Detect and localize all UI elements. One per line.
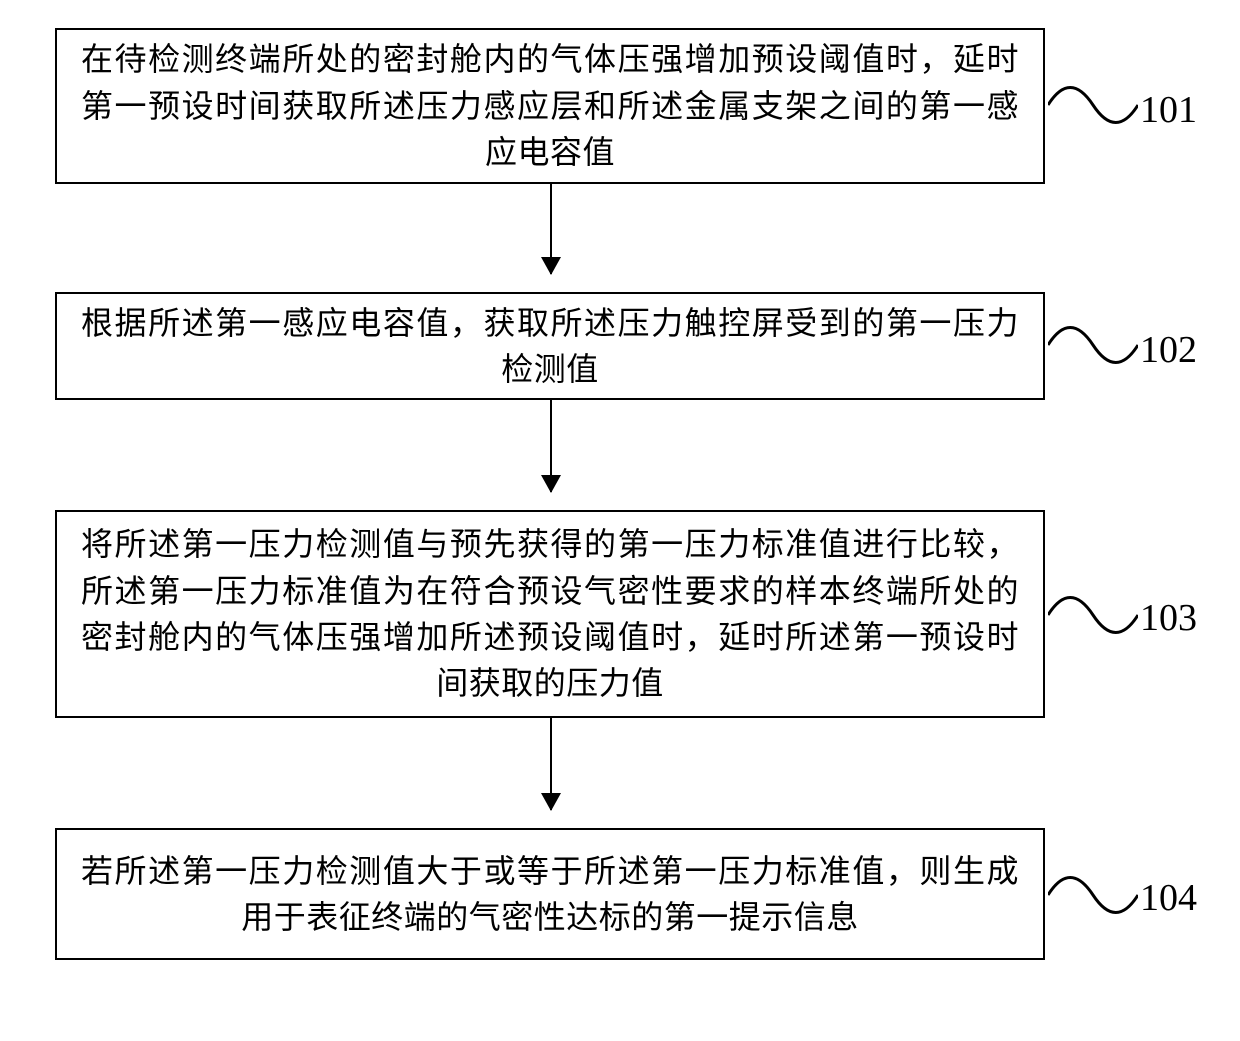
step-text-101: 在待检测终端所处的密封舱内的气体压强增加预设阈值时，延时第一预设时间获取所述压力… xyxy=(81,36,1019,175)
step-box-101: 在待检测终端所处的密封舱内的气体压强增加预设阈值时，延时第一预设时间获取所述压力… xyxy=(55,28,1045,184)
arrow-103-104 xyxy=(550,718,552,810)
wave-connector-103 xyxy=(1048,580,1138,650)
flowchart-diagram: 在待检测终端所处的密封舱内的气体压强增加预设阈值时，延时第一预设时间获取所述压力… xyxy=(0,0,1240,1041)
step-text-103: 将所述第一压力检测值与预先获得的第一压力标准值进行比较，所述第一压力标准值为在符… xyxy=(81,521,1019,707)
step-label-102: 102 xyxy=(1140,328,1197,372)
step-label-103: 103 xyxy=(1140,596,1197,640)
arrow-101-102 xyxy=(550,184,552,274)
step-text-102: 根据所述第一感应电容值，获取所述压力触控屏受到的第一压力检测值 xyxy=(81,300,1019,393)
wave-connector-104 xyxy=(1048,860,1138,930)
step-box-104: 若所述第一压力检测值大于或等于所述第一压力标准值，则生成用于表征终端的气密性达标… xyxy=(55,828,1045,960)
arrow-102-103 xyxy=(550,400,552,492)
step-text-104: 若所述第一压力检测值大于或等于所述第一压力标准值，则生成用于表征终端的气密性达标… xyxy=(81,848,1019,941)
wave-connector-101 xyxy=(1048,70,1138,140)
step-label-104: 104 xyxy=(1140,876,1197,920)
step-box-103: 将所述第一压力检测值与预先获得的第一压力标准值进行比较，所述第一压力标准值为在符… xyxy=(55,510,1045,718)
step-box-102: 根据所述第一感应电容值，获取所述压力触控屏受到的第一压力检测值 xyxy=(55,292,1045,400)
step-label-101: 101 xyxy=(1140,88,1197,132)
wave-connector-102 xyxy=(1048,310,1138,380)
